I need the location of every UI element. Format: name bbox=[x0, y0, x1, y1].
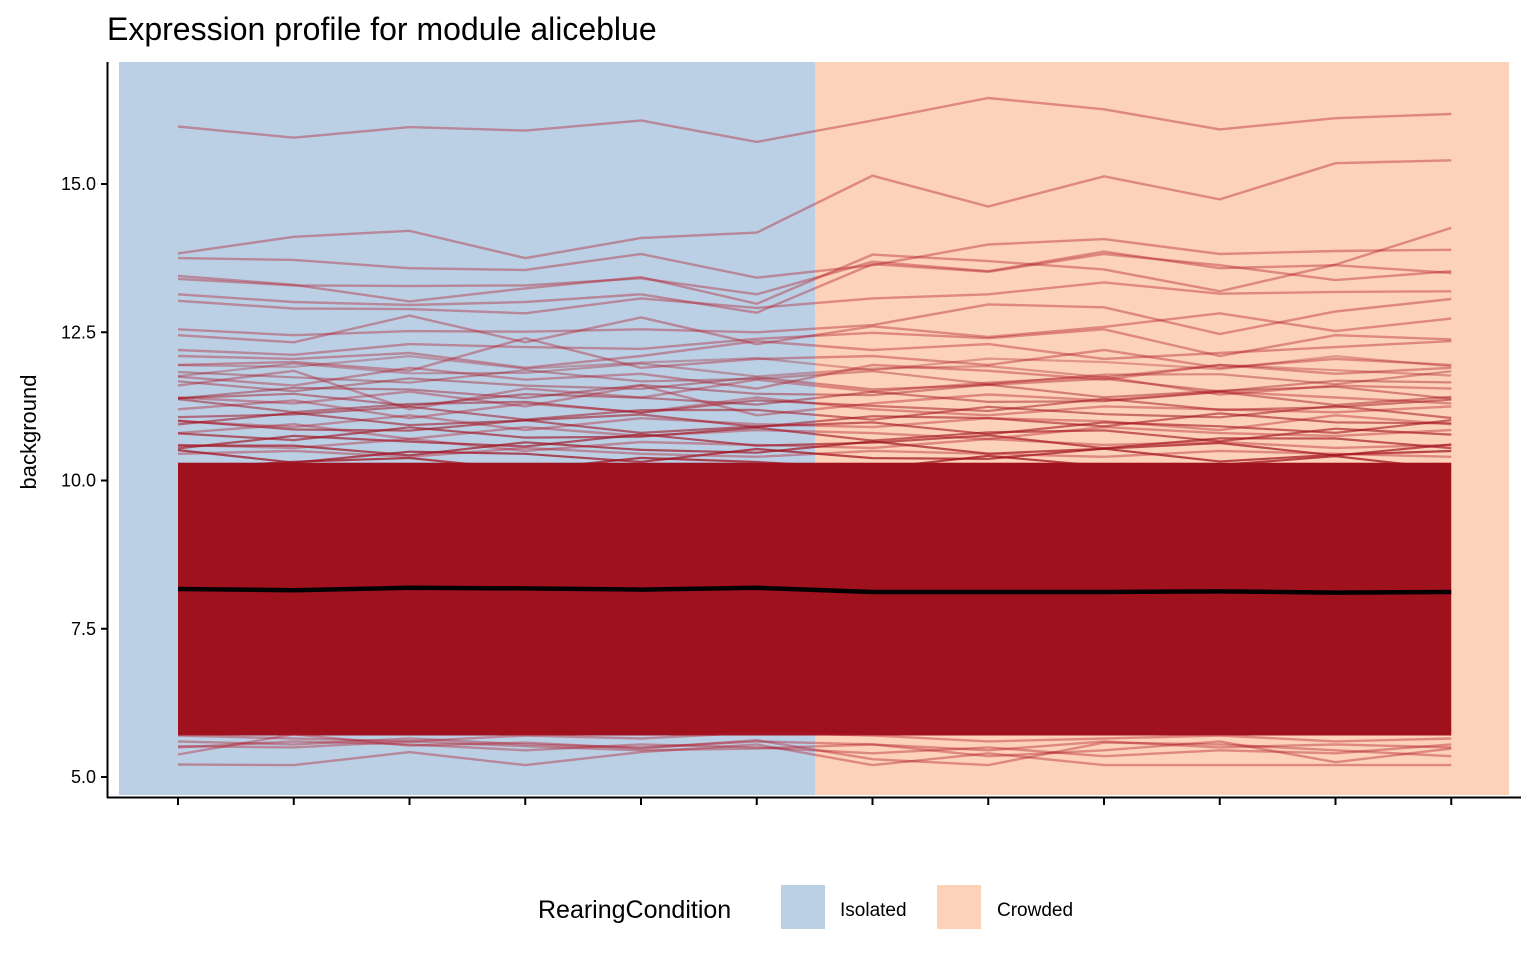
series-line bbox=[177, 740, 1452, 758]
series-line bbox=[177, 384, 1452, 417]
dense-expression-band bbox=[177, 354, 1452, 736]
legend-title: RearingCondition bbox=[538, 896, 731, 924]
series-line bbox=[177, 250, 1452, 296]
series-line bbox=[177, 437, 1452, 453]
series-line bbox=[177, 743, 1452, 767]
series-line-fade bbox=[177, 383, 1452, 400]
series-line bbox=[177, 312, 1452, 346]
series-line bbox=[177, 226, 1452, 306]
legend: RearingCondition Isolated Crowded bbox=[538, 885, 1073, 929]
legend-label-isolated: Isolated bbox=[840, 900, 907, 921]
legend-label-crowded: Crowded bbox=[997, 900, 1073, 921]
mean-line-group bbox=[177, 585, 1452, 595]
mean-profile-line bbox=[177, 585, 1452, 595]
series-line-fade bbox=[177, 362, 1452, 379]
y-ticks: 5.0 7.5 10.0 12.5 15.0 bbox=[61, 174, 107, 787]
series-line-fade bbox=[177, 404, 1452, 421]
series-line bbox=[177, 396, 1452, 420]
series-line-fade bbox=[177, 454, 1452, 471]
chart-title: Expression profile for module aliceblue bbox=[107, 11, 657, 47]
series-line bbox=[177, 281, 1452, 315]
y-tick-label: 5.0 bbox=[71, 767, 96, 787]
series-lines bbox=[177, 96, 1452, 767]
series-line bbox=[177, 731, 1452, 743]
series-line bbox=[177, 414, 1452, 432]
y-tick-label: 15.0 bbox=[61, 174, 96, 194]
legend-swatch-crowded bbox=[937, 885, 981, 929]
series-line bbox=[177, 297, 1452, 337]
series-line-fade bbox=[177, 369, 1452, 386]
y-tick-label: 12.5 bbox=[61, 322, 96, 342]
y-axis-title: background bbox=[16, 375, 41, 490]
series-line bbox=[177, 159, 1452, 260]
series-line bbox=[177, 446, 1452, 459]
legend-swatch-isolated bbox=[781, 885, 825, 929]
series-line bbox=[177, 328, 1452, 358]
series-line bbox=[177, 363, 1452, 390]
series-line-fade bbox=[177, 376, 1452, 393]
series-line-fade bbox=[178, 440, 1452, 457]
series-line bbox=[177, 252, 1452, 314]
y-tick-label: 10.0 bbox=[61, 471, 96, 491]
series-line-fade bbox=[177, 419, 1452, 436]
series-line bbox=[177, 336, 1452, 373]
series-line bbox=[177, 237, 1452, 279]
dense-band-fill bbox=[178, 462, 1452, 736]
y-tick-label: 7.5 bbox=[71, 619, 96, 639]
series-line bbox=[177, 737, 1452, 752]
series-line bbox=[177, 422, 1452, 441]
series-line bbox=[177, 740, 1452, 764]
series-line-fade bbox=[177, 354, 1452, 372]
series-line bbox=[177, 733, 1452, 767]
series-line bbox=[177, 339, 1452, 370]
series-line-fade bbox=[177, 390, 1452, 407]
series-line bbox=[177, 369, 1452, 411]
series-line-fade bbox=[177, 397, 1452, 414]
x-ticks bbox=[177, 798, 1453, 805]
series-line bbox=[177, 96, 1452, 144]
